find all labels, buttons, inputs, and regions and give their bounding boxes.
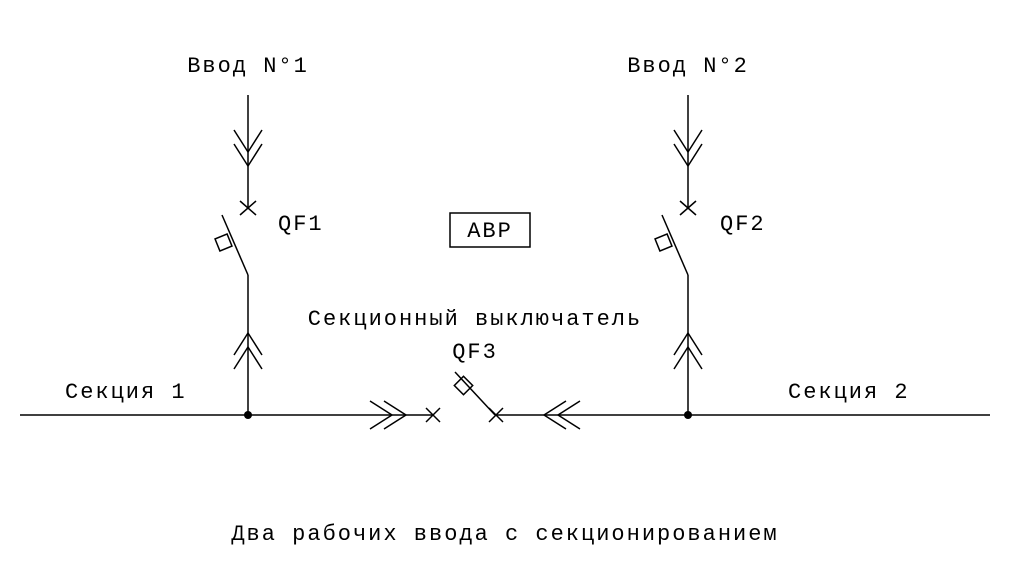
section1-label: Секция 1: [65, 380, 187, 405]
qf1-label: QF1: [278, 212, 324, 237]
sectional-switch-label-1: Секционный выключатель: [308, 307, 642, 332]
diagram-caption: Два рабочих ввода с секционированием: [231, 522, 778, 547]
qf1-breaker: [215, 215, 248, 298]
section2-label: Секция 2: [788, 380, 910, 405]
input2-label: Ввод N°2: [627, 54, 749, 79]
input1-label: Ввод N°1: [187, 54, 309, 79]
qf2-label: QF2: [720, 212, 766, 237]
qf2-breaker: [655, 215, 688, 298]
avr-label: АВР: [467, 219, 513, 244]
sectional-switch-label-2: QF3: [452, 340, 498, 365]
schematic-diagram: Ввод N°1 Ввод N°2 QF1: [0, 0, 1009, 579]
